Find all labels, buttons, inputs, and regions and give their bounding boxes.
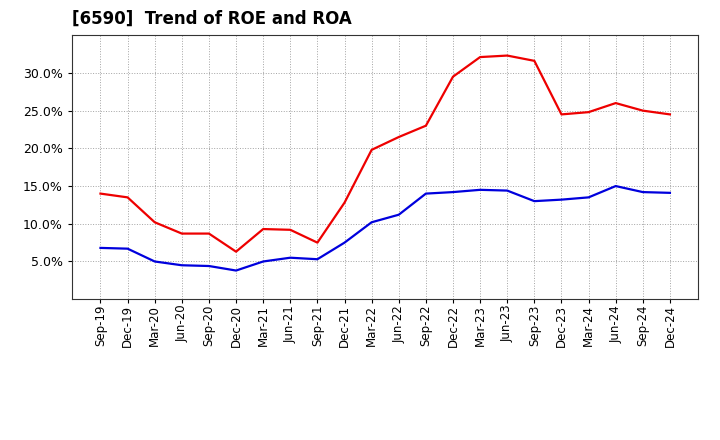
ROE (96, 191, 105, 196)
ROA (530, 198, 539, 204)
ROE (341, 200, 349, 205)
ROE (665, 112, 674, 117)
ROA (584, 195, 593, 200)
ROA (611, 183, 620, 189)
ROE (611, 100, 620, 106)
ROE (395, 134, 403, 139)
ROE (530, 58, 539, 63)
ROE (286, 227, 294, 232)
ROA (639, 190, 647, 195)
ROE (476, 55, 485, 60)
ROA (178, 263, 186, 268)
ROE (367, 147, 376, 153)
ROA (476, 187, 485, 192)
ROA (204, 264, 213, 269)
ROA (367, 220, 376, 225)
ROA (449, 190, 457, 195)
ROE (639, 108, 647, 113)
Line: ROE: ROE (101, 55, 670, 252)
ROA (395, 212, 403, 217)
ROA (503, 188, 511, 193)
ROE (503, 53, 511, 58)
ROE (421, 123, 430, 128)
ROA (421, 191, 430, 196)
ROA (313, 257, 322, 262)
ROA (123, 246, 132, 251)
ROE (232, 249, 240, 254)
Text: [6590]  Trend of ROE and ROA: [6590] Trend of ROE and ROA (72, 10, 352, 28)
ROE (178, 231, 186, 236)
ROA (557, 197, 566, 202)
ROE (584, 110, 593, 115)
ROA (150, 259, 159, 264)
ROE (204, 231, 213, 236)
ROA (259, 259, 268, 264)
Legend: ROE, ROA: ROE, ROA (299, 433, 472, 440)
ROA (286, 255, 294, 260)
ROE (150, 220, 159, 225)
ROA (232, 268, 240, 273)
ROE (557, 112, 566, 117)
ROE (313, 240, 322, 245)
ROA (96, 245, 105, 250)
ROE (123, 195, 132, 200)
ROE (259, 227, 268, 232)
ROA (341, 240, 349, 245)
ROA (665, 190, 674, 195)
ROE (449, 74, 457, 79)
Line: ROA: ROA (101, 186, 670, 271)
